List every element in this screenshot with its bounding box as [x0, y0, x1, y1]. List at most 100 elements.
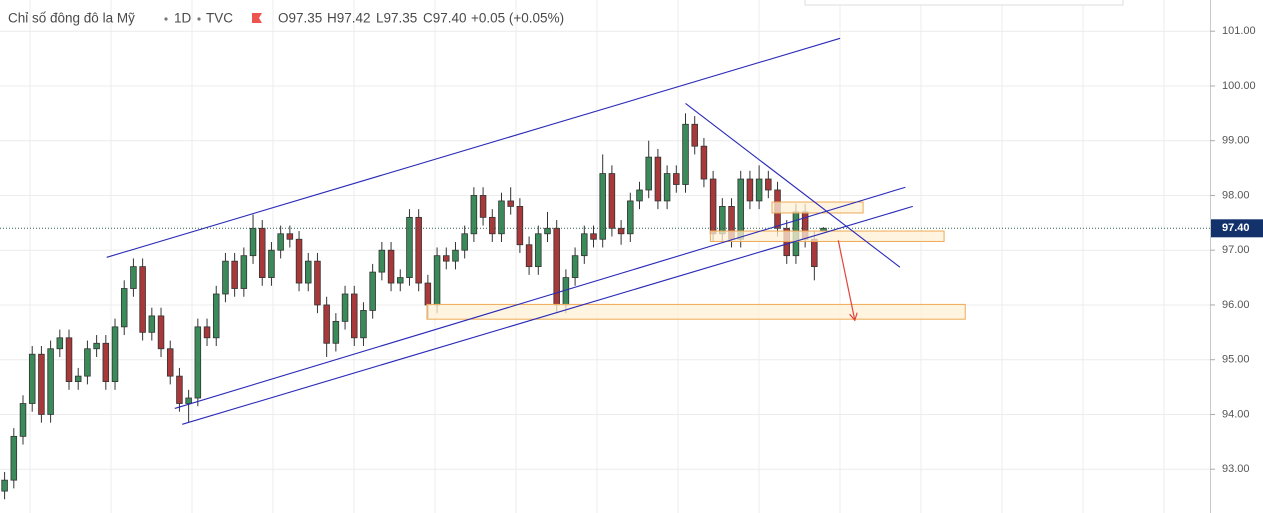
candle-body [433, 255, 441, 306]
candle-body [516, 206, 524, 246]
candle-body [682, 123, 689, 185]
candle-body [489, 216, 496, 235]
candle-body [663, 173, 671, 202]
candle-body [157, 315, 165, 350]
zone [426, 303, 966, 320]
zone [771, 201, 864, 214]
candle-body [56, 337, 64, 350]
candle-body [341, 293, 349, 322]
candle-body [176, 375, 183, 404]
candle-body [231, 260, 238, 289]
ohlc-high: H97.42 [327, 11, 371, 26]
ohlc-change: +0.05 (+0.05%) [471, 11, 564, 26]
arrow [837, 240, 856, 321]
separator [197, 17, 201, 21]
candle-body [387, 249, 395, 284]
candle-body [755, 178, 763, 202]
trendline [106, 37, 841, 258]
candle-body [608, 173, 616, 229]
interval: 1D [174, 11, 192, 26]
candle-body [636, 189, 643, 202]
candle-body [102, 342, 110, 383]
arrow-head [849, 312, 858, 322]
candle-body [700, 145, 708, 180]
candle-body [111, 326, 119, 383]
candle-body [166, 348, 174, 377]
y-tick-label: 100.00 [1222, 80, 1256, 92]
candle-body [148, 315, 156, 333]
candle-body [185, 397, 192, 404]
candle-body [719, 206, 726, 235]
candle-body [691, 123, 698, 147]
candle-body [470, 195, 478, 235]
candle-body [415, 216, 422, 284]
candle-body [93, 342, 100, 350]
trendline [685, 103, 901, 268]
candle-body [1, 479, 8, 492]
candle-body [84, 348, 91, 377]
candle-body [222, 260, 229, 295]
exchange: TVC [206, 11, 233, 26]
candle-body [673, 173, 680, 185]
candle-body [47, 348, 54, 415]
candle-body [314, 260, 321, 306]
y-tick-label: 99.00 [1222, 135, 1250, 147]
flag-icon[interactable] [252, 13, 262, 23]
candle-body [737, 178, 744, 240]
candle-body [461, 233, 468, 251]
symbol: Chỉ số đông đô la Mỹ [8, 11, 135, 26]
last-price-box [1211, 219, 1263, 238]
candle-body [194, 326, 202, 399]
y-tick-label: 96.00 [1222, 299, 1250, 311]
candle-body [249, 227, 257, 257]
candle-body [562, 277, 570, 306]
candle-body [10, 435, 18, 481]
y-tick-label: 94.00 [1222, 408, 1250, 420]
candle-body [139, 266, 146, 333]
candle-body [351, 293, 358, 339]
candle-body [38, 353, 45, 415]
candle-body [332, 320, 340, 344]
candle-body [746, 178, 754, 202]
y-tick-label: 93.00 [1222, 463, 1250, 475]
zone [709, 230, 945, 242]
y-tick-label: 98.00 [1222, 189, 1250, 201]
candle-body [811, 238, 818, 268]
candle-body [654, 156, 662, 202]
candle-body [581, 233, 588, 257]
toolbar-edge [804, 0, 1124, 6]
candle-body [268, 249, 275, 278]
candle-body [424, 282, 432, 306]
candle-body [498, 200, 505, 235]
candle-body [277, 233, 284, 251]
candle-body [397, 277, 404, 284]
y-tick-label: 95.00 [1222, 354, 1250, 366]
candle-body [212, 293, 220, 339]
candle-body [28, 353, 36, 404]
candle-body [507, 200, 514, 207]
candle-body [479, 195, 487, 218]
candle-body [360, 310, 367, 339]
candle-body [295, 238, 303, 284]
separator [164, 17, 168, 21]
ohlc-open: O97.35 [278, 11, 322, 26]
candle-body [378, 249, 386, 273]
candle-body [323, 304, 330, 344]
ohlc-close: C97.40 [423, 11, 467, 26]
candle-body [765, 178, 772, 191]
candle-body [590, 233, 597, 240]
candle-body [130, 266, 137, 289]
candle-body [369, 271, 376, 311]
candle-body [709, 178, 717, 235]
candle-body [617, 227, 625, 235]
candle-body [645, 156, 652, 191]
candle-body [286, 233, 294, 240]
candle-body [627, 200, 634, 235]
candle-body [452, 249, 459, 262]
candle-body [535, 233, 542, 268]
candle-body [544, 227, 551, 235]
candle-body [258, 227, 266, 278]
candle-body [240, 255, 248, 289]
candle-body [443, 255, 450, 262]
